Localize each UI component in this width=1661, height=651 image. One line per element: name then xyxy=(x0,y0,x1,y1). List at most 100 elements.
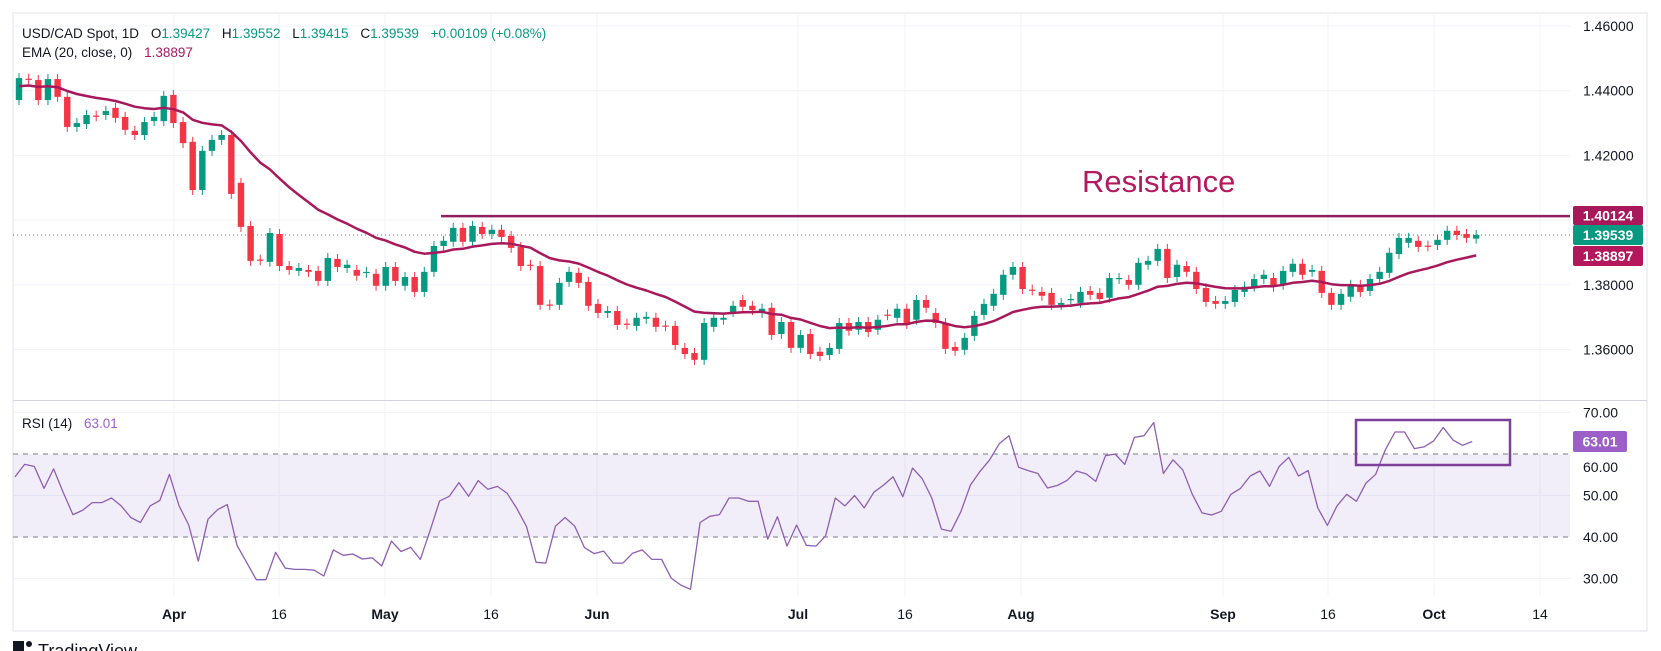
candle xyxy=(266,228,274,267)
tradingview-logo[interactable]: TradingView xyxy=(13,641,138,651)
candle xyxy=(1434,234,1441,251)
candle xyxy=(1086,285,1094,300)
low-value: 1.39415 xyxy=(300,26,349,41)
candle-body xyxy=(1395,237,1403,255)
candle xyxy=(1289,258,1296,277)
candle-body xyxy=(353,269,360,276)
candle-body xyxy=(643,316,650,319)
candle-body xyxy=(932,312,939,323)
symbol-legend[interactable]: USD/CAD Spot, 1D O1.39427 H1.39552 L1.39… xyxy=(22,26,546,41)
candle xyxy=(430,240,438,277)
candle-body xyxy=(517,246,524,267)
candle xyxy=(276,229,283,272)
candle-body xyxy=(1472,235,1480,239)
candle-body xyxy=(710,317,717,327)
candle-body xyxy=(295,267,303,271)
candle-body xyxy=(1115,278,1123,280)
candle-body xyxy=(1405,237,1412,243)
candle-body xyxy=(778,322,785,334)
candle xyxy=(1337,288,1345,310)
candle xyxy=(179,117,187,149)
candle-body xyxy=(1308,269,1316,272)
candle-body xyxy=(363,271,370,274)
candle-body xyxy=(179,122,187,144)
candle-body xyxy=(1000,274,1007,295)
candle-body xyxy=(479,226,486,235)
rsi-legend[interactable]: RSI (14) 63.01 xyxy=(22,416,118,431)
candle xyxy=(729,300,737,317)
candle-body xyxy=(874,319,882,330)
candle-body xyxy=(527,264,534,266)
candle-body xyxy=(1212,300,1219,304)
candle xyxy=(787,317,795,353)
candle-body xyxy=(565,271,573,282)
open-label: O xyxy=(151,26,162,41)
candle-body xyxy=(1386,252,1393,273)
candle xyxy=(1115,273,1123,284)
candle-body xyxy=(276,234,283,267)
candle xyxy=(922,295,930,313)
candle xyxy=(93,110,100,122)
candle-body xyxy=(1202,288,1210,302)
candle xyxy=(498,224,505,242)
rsi-tick-label: 60.00 xyxy=(1583,459,1618,475)
close-label: C xyxy=(360,26,370,41)
time-tick-label: May xyxy=(371,606,398,622)
candle-body xyxy=(1260,274,1268,279)
rsi-band-fill xyxy=(13,454,1570,537)
candle xyxy=(527,259,534,271)
candle-body xyxy=(1009,267,1017,275)
candle xyxy=(546,299,553,311)
candle-body xyxy=(305,269,312,272)
candle xyxy=(421,266,428,297)
candle xyxy=(1173,259,1181,283)
candle-body xyxy=(1347,284,1354,297)
candle xyxy=(874,314,882,335)
candle-body xyxy=(247,225,254,261)
candle xyxy=(951,341,959,356)
candle xyxy=(411,272,418,297)
rsi-tick-label: 30.00 xyxy=(1583,571,1618,587)
candle-body xyxy=(1058,302,1065,305)
candle-body xyxy=(720,317,727,320)
candle xyxy=(257,254,264,266)
candle xyxy=(1154,243,1161,266)
candle-body xyxy=(199,150,206,191)
candle xyxy=(778,317,785,339)
resistance-annotation[interactable]: Resistance xyxy=(1082,164,1235,199)
candle xyxy=(990,288,997,311)
candle xyxy=(1106,273,1113,303)
price-axis[interactable]: 1.46000 1.44000 1.42000 1.38000 1.36000 xyxy=(1583,18,1634,358)
candle-body xyxy=(816,351,824,356)
candle-body xyxy=(121,116,129,130)
candle xyxy=(372,268,380,291)
candle xyxy=(1144,255,1152,270)
candle-body xyxy=(1357,284,1364,292)
candle xyxy=(594,298,602,318)
candle-body xyxy=(807,333,814,355)
candle-body xyxy=(450,227,457,242)
time-axis[interactable]: Apr 16 May 16 Jun Jul 16 Aug Sep 16 Oct 14 xyxy=(162,606,1548,622)
time-tick-label: 16 xyxy=(271,606,287,622)
candle-body xyxy=(1444,230,1451,240)
candle xyxy=(585,276,592,311)
rsi-axis[interactable]: 70.00 60.00 50.00 40.00 30.00 xyxy=(1583,405,1618,587)
candle xyxy=(604,306,611,318)
price-tick-label: 1.36000 xyxy=(1583,342,1634,358)
ema-price-tag: 1.38897 xyxy=(1573,246,1643,266)
candle-body xyxy=(826,347,833,355)
candle-body xyxy=(1434,239,1441,246)
high-label: H xyxy=(222,26,232,41)
candle-body xyxy=(913,300,920,320)
candle xyxy=(440,235,447,251)
candle xyxy=(797,329,804,353)
candle xyxy=(1270,273,1277,292)
candle xyxy=(479,221,486,240)
candle xyxy=(488,224,496,240)
candle-body xyxy=(44,79,52,101)
ema-legend-value: 1.38897 xyxy=(144,45,193,60)
candle-body xyxy=(884,314,891,316)
ema-legend[interactable]: EMA (20, close, 0) 1.38897 xyxy=(22,45,193,60)
resistance-price-tag-text: 1.40124 xyxy=(1583,208,1634,224)
